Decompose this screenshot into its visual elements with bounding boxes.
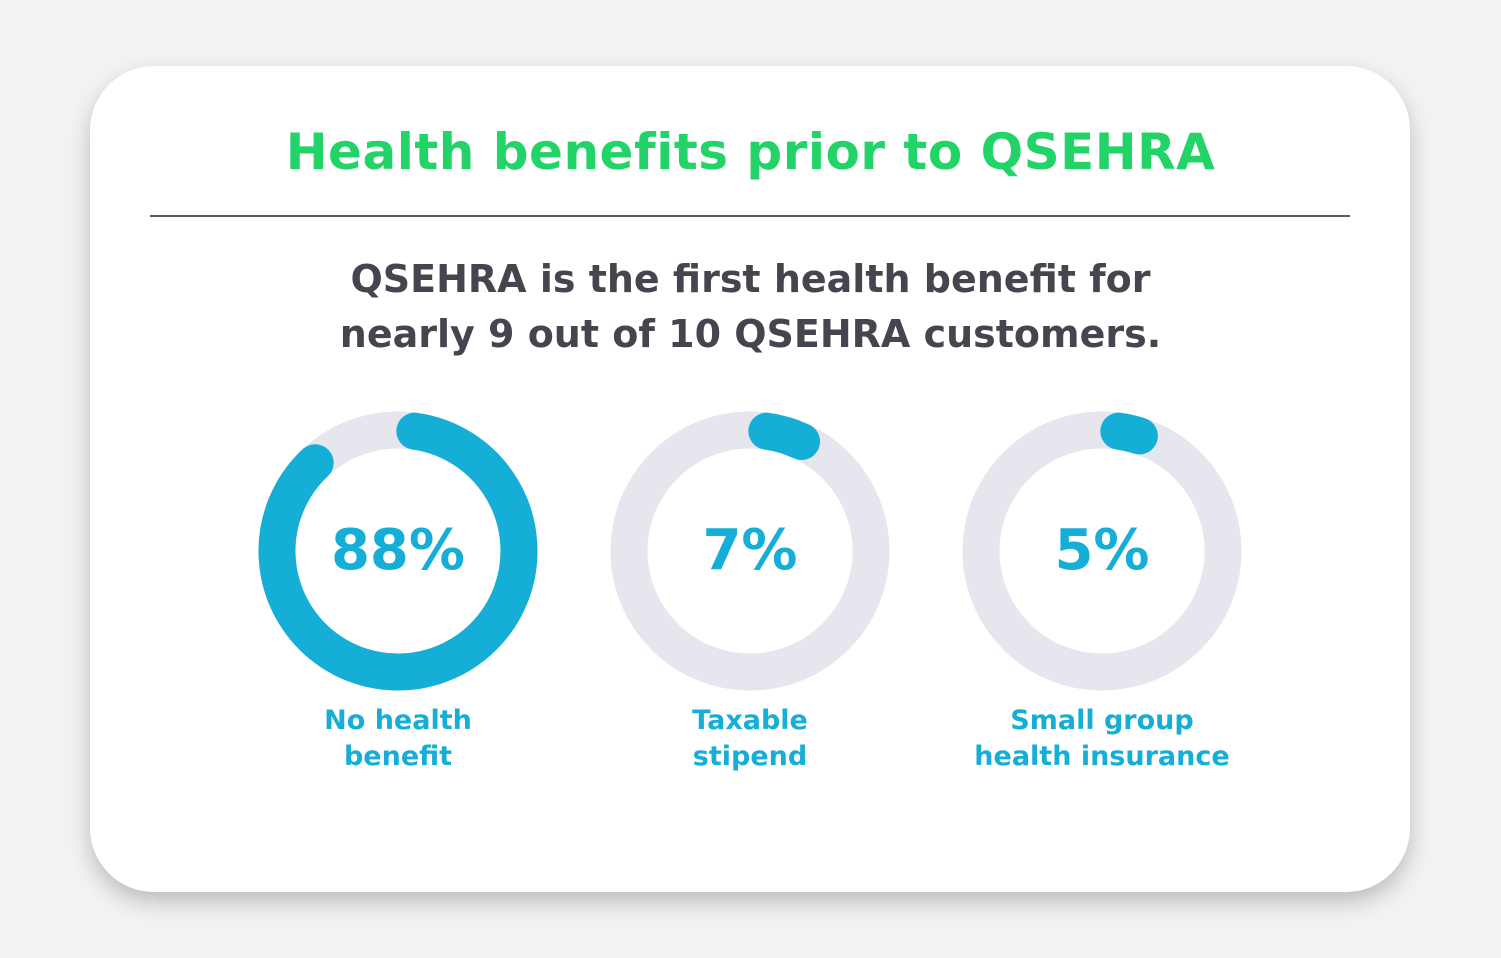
donut-svg [610, 411, 890, 691]
label-line-1: No health [324, 705, 472, 736]
donut-label-no-health-benefit: No health benefit [228, 703, 568, 775]
donut-value: 7% [702, 518, 798, 583]
title-divider [150, 215, 1350, 217]
donut-arc [1100, 412, 1158, 455]
donut-svg [962, 411, 1242, 691]
donut-chart-no-health-benefit: 88% [258, 411, 538, 691]
label-line-2: stipend [692, 741, 808, 772]
donut-chart-taxable-stipend: 7% [610, 411, 890, 691]
label-line-2: health insurance [974, 741, 1230, 772]
label-line-2: benefit [343, 741, 453, 772]
donut-value: 5% [1054, 518, 1150, 583]
donut-arc [258, 412, 538, 691]
donut-value: 88% [330, 518, 466, 583]
donut-label-taxable-stipend: Taxable stipend [580, 703, 920, 775]
donut-chart-small-group-health-insurance: 5% [962, 411, 1242, 691]
donut-arc [748, 412, 821, 461]
subtitle-line-2: nearly 9 out of 10 QSEHRA customers. [339, 312, 1162, 356]
label-line-1: Small group [1010, 705, 1194, 736]
donut-svg [258, 411, 538, 691]
label-line-1: Taxable [692, 705, 808, 736]
subtitle-line-1: QSEHRA is the first health benefit for [350, 257, 1151, 301]
chart-title: Health benefits prior to QSEHRA [285, 123, 1216, 181]
donut-label-small-group-health-insurance: Small group health insurance [932, 703, 1272, 775]
chart-subtitle: QSEHRA is the first health benefit for n… [0, 252, 1501, 362]
